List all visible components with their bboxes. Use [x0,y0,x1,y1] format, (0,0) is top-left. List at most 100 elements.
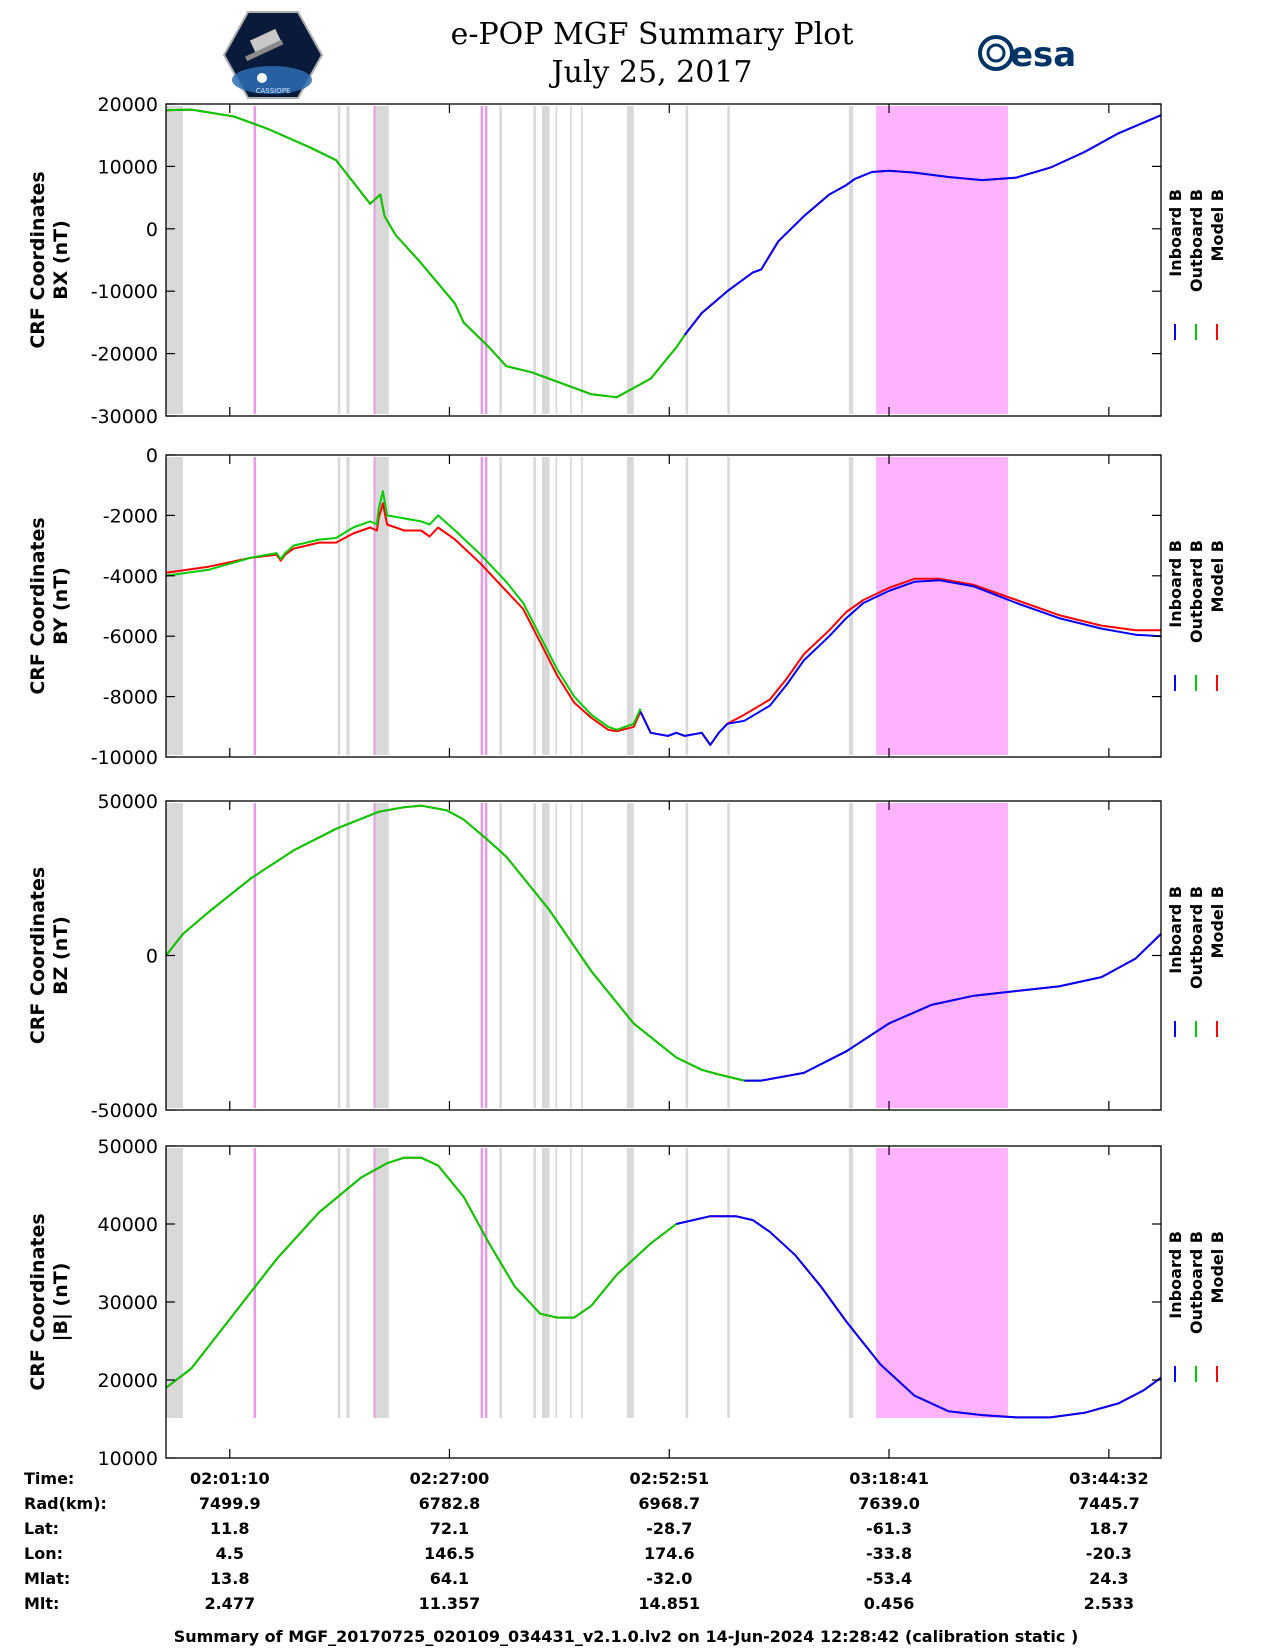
y-tick-label: 50000 [98,791,158,813]
ephemeris-value: 03:18:41 [849,1469,929,1488]
gray-band [685,803,689,1108]
legend: Inboard B Outboard B Model B [1166,886,1227,1037]
pink-marker-line [484,803,488,1108]
gray-band [374,803,389,1108]
y-axis-label-title: CRF Coordinates [27,171,49,348]
legend-label: Model B [1208,1231,1227,1303]
pink-marker-line [480,1148,484,1418]
y-tick-label: -8000 [103,687,158,709]
ephemeris-value: 0.456 [864,1594,915,1613]
gray-band [346,106,350,414]
series-line-model-b [165,502,1161,746]
pink-marker-line [253,457,257,755]
series-line-outboard-b [165,108,686,399]
gray-band [569,803,572,1108]
gray-band [848,106,854,414]
ephemeris-value: -28.7 [646,1519,692,1538]
pink-marker-line [480,803,484,1108]
legend: Inboard B Outboard B Model B [1166,540,1227,691]
legend-label: Inboard B [1166,1231,1185,1319]
page-date: July 25, 2017 [548,55,752,90]
cassiope-logo-text: CASSIOPE [256,87,291,95]
gray-band [727,457,730,755]
pink-marker-line [484,106,488,414]
gray-band [533,106,536,414]
pink-marker-line [373,457,376,755]
gray-band [555,457,558,755]
y-axis-label-title: CRF Coordinates [27,867,49,1044]
y-tick-label: -6000 [103,626,158,648]
panel-2: 0 -2000 -4000 -6000 -8000 -10000 CRF Coordinat… [27,445,1227,769]
legend-label: Outboard B [1187,540,1206,643]
ephemeris-value: -32.0 [646,1569,692,1588]
pink-marker-line [373,1148,376,1418]
gray-band [581,1148,583,1418]
series-line-inboard-b [639,579,1162,746]
gray-band [533,803,536,1108]
gray-band [581,106,583,414]
ephemeris-value: 64.1 [430,1569,469,1588]
pink-band [876,106,1008,414]
pink-marker-line [373,106,376,414]
pink-band [876,1148,1008,1418]
gray-band [569,1148,572,1418]
y-tick-label: -10000 [91,281,158,303]
ephemeris-value: 02:01:10 [190,1469,270,1488]
ephemeris-value: 24.3 [1089,1569,1128,1588]
series-line-model-b [165,108,1162,399]
gray-band [166,106,184,414]
legend: Inboard B Outboard B Model B [1166,1231,1227,1382]
gray-band [374,106,389,414]
gray-band [374,1148,389,1418]
gray-band [848,457,854,755]
series-line-outboard-b [165,804,762,1082]
gray-band [685,106,689,414]
gray-band [581,457,583,755]
y-tick-label: 0 [146,946,158,968]
ephemeris-table: Time: Rad(km): Lat: Lon: Mlat: Mlt: 02:01:10 74… [24,1469,1149,1613]
gray-band [166,1148,184,1418]
panel-1: 20000 10000 0 -10000 -20000 -30000 CRF Coordin… [27,94,1227,428]
pink-marker-line [484,457,488,755]
pink-marker-line [373,803,376,1108]
ephemeris-row-label: Rad(km): [24,1494,107,1513]
ephemeris-value: 7639.0 [858,1494,920,1513]
ephemeris-row-label: Mlt: [24,1594,59,1613]
y-tick-label: 0 [146,445,158,467]
y-axis-label-units: BX (nT) [50,220,72,300]
gray-band [533,457,536,755]
gray-band [166,457,184,755]
y-tick-label: -2000 [103,505,158,527]
gray-band [626,457,634,755]
pink-marker-line [480,106,484,414]
gray-band [569,106,572,414]
gray-band [569,457,572,755]
pink-marker-line [253,1148,257,1418]
y-tick-label: -4000 [103,566,158,588]
series-line-inboard-b [676,1215,1162,1419]
legend-label: Model B [1208,540,1227,612]
ephemeris-value: 6782.8 [419,1494,481,1513]
ephemeris-row-label: Lon: [24,1544,63,1563]
series-line-inboard-b [744,933,1162,1082]
ephemeris-value: 6968.7 [638,1494,700,1513]
ephemeris-value: -20.3 [1086,1544,1132,1563]
gray-band [541,106,550,414]
y-tick-label: 20000 [98,94,158,116]
legend: Inboard B Outboard B Model B [1166,189,1227,340]
y-axis-label-title: CRF Coordinates [27,517,49,694]
gray-band [685,1148,689,1418]
y-tick-label: 10000 [98,156,158,178]
plot-frame [165,1145,1162,1459]
gray-band [555,803,558,1108]
gray-band [541,803,550,1108]
pink-band [876,803,1008,1108]
ephemeris-value: -33.8 [866,1544,912,1563]
legend-label: Inboard B [1166,540,1185,628]
ephemeris-value: -53.4 [866,1569,912,1588]
pink-marker-line [484,1148,488,1418]
y-tick-label: 10000 [98,1448,158,1470]
gray-band [346,1148,350,1418]
y-tick-label: 50000 [98,1136,158,1158]
cassiope-logo: CASSIOPE [222,11,324,99]
